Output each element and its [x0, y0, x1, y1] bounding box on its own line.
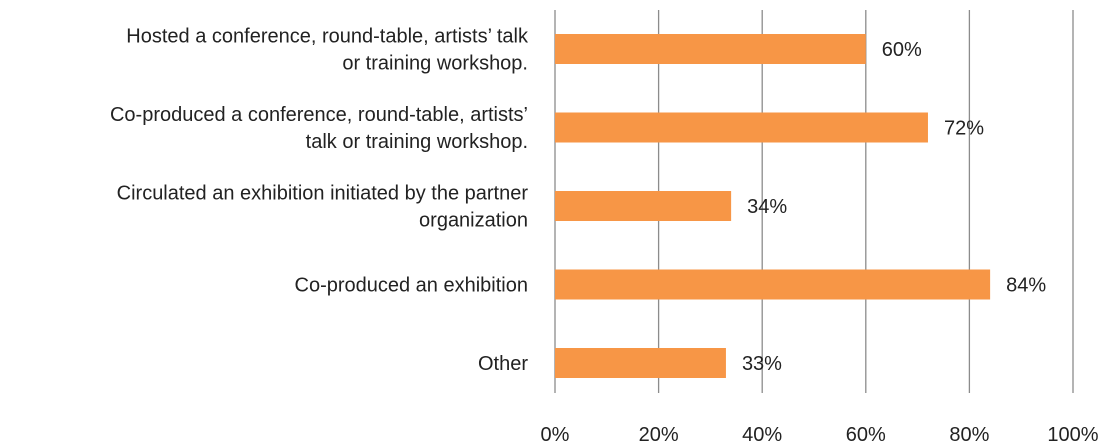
category-label: Co-produced a conference, round-table, a…: [110, 104, 528, 126]
gridlines: [554, 10, 1074, 393]
bar: [555, 191, 732, 221]
category-label: Circulated an exhibition initiated by th…: [117, 183, 529, 205]
x-axis-tick-labels: 0% 20% 40% 60% 80% 100%: [541, 424, 1099, 446]
x-tick-label: 60%: [846, 424, 886, 446]
x-tick-label: 80%: [949, 424, 989, 446]
data-label: 34%: [747, 196, 787, 218]
category-label: talk or training workshop.: [306, 131, 528, 153]
bar: [555, 269, 991, 300]
data-label: 60%: [882, 39, 922, 61]
data-label: 84%: [1006, 275, 1046, 297]
category-label: organization: [419, 210, 528, 232]
category-label: or training workshop.: [342, 53, 528, 75]
data-labels: 60% 72% 34% 84% 33%: [742, 39, 1046, 375]
x-tick-label: 20%: [639, 424, 679, 446]
category-label: Other: [478, 353, 528, 375]
data-label: 33%: [742, 353, 782, 375]
x-tick-label: 40%: [742, 424, 782, 446]
bar: [555, 112, 928, 143]
bar: [555, 34, 866, 64]
category-label: Hosted a conference, round-table, artist…: [126, 26, 529, 48]
category-label: Co-produced an exhibition: [295, 275, 529, 297]
bar: [555, 348, 726, 378]
category-labels: Hosted a conference, round-table, artist…: [110, 26, 529, 376]
x-tick-label: 0%: [541, 424, 570, 446]
x-tick-label: 100%: [1047, 424, 1098, 446]
data-label: 72%: [944, 118, 984, 140]
bars: [555, 34, 991, 378]
